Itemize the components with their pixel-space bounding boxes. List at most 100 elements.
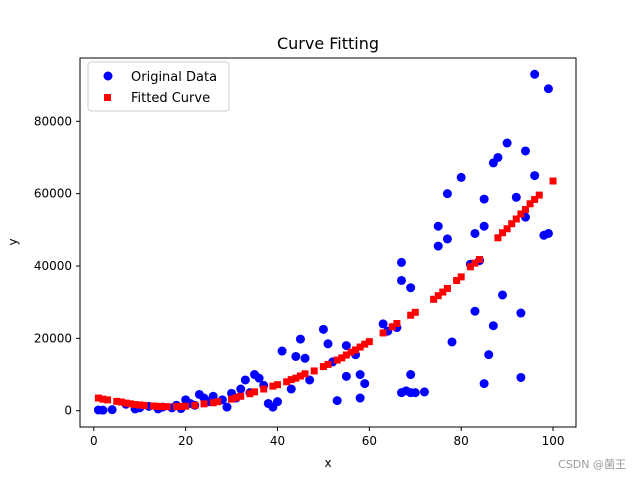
data-point-original	[470, 228, 480, 238]
data-point-fitted	[508, 220, 516, 228]
legend-label-original-data: Original Data	[131, 70, 217, 85]
x-tick-label: 40	[270, 434, 285, 448]
data-point-original	[488, 321, 498, 331]
data-point-original	[341, 371, 351, 381]
data-point-fitted	[393, 320, 401, 328]
data-point-original	[406, 283, 416, 293]
data-point-fitted	[232, 394, 240, 402]
data-point-fitted	[177, 402, 185, 410]
data-point-fitted	[365, 338, 373, 346]
data-point-original	[502, 138, 512, 148]
data-point-original	[222, 402, 232, 412]
plot-area	[79, 57, 577, 428]
data-point-fitted	[246, 390, 254, 398]
data-point-original	[355, 370, 365, 380]
data-point-fitted	[526, 200, 534, 208]
data-point-fitted	[535, 191, 543, 199]
legend-box	[87, 61, 230, 112]
data-point-fitted	[356, 343, 364, 351]
data-point-fitted	[131, 401, 139, 409]
data-point-fitted	[117, 398, 125, 406]
x-axis: 0 20 40 60 80 100	[90, 427, 564, 448]
data-point-original	[442, 234, 452, 244]
y-tick-label: 0	[64, 404, 72, 418]
x-tick-label: 60	[362, 434, 377, 448]
data-point-fitted	[251, 388, 259, 396]
data-point-fitted	[292, 374, 300, 382]
data-point-fitted	[237, 392, 245, 400]
data-point-original	[240, 375, 250, 385]
data-point-fitted	[260, 385, 268, 393]
legend-marker-fitted-curve	[104, 94, 111, 101]
data-point-fitted	[466, 263, 474, 271]
data-point-original	[516, 308, 526, 318]
data-point-fitted	[319, 363, 327, 371]
data-point-fitted	[296, 372, 304, 380]
data-point-fitted	[136, 401, 144, 409]
data-point-original	[493, 152, 503, 162]
data-point-fitted	[287, 376, 295, 384]
data-point-original	[498, 290, 508, 300]
data-point-fitted	[439, 288, 447, 296]
y-tick-label: 60000	[34, 187, 72, 201]
data-point-original	[520, 146, 530, 156]
data-point-fitted	[388, 323, 396, 331]
data-point-fitted	[361, 340, 369, 348]
x-axis-label: x	[324, 456, 331, 470]
data-point-fitted	[154, 402, 162, 410]
data-point-fitted	[191, 401, 199, 409]
data-point-original	[323, 339, 333, 349]
x-tick-label: 20	[178, 434, 193, 448]
y-axis-label: y	[6, 238, 20, 245]
data-point-fitted	[512, 215, 520, 223]
data-point-original	[305, 375, 315, 385]
data-point-original	[456, 172, 466, 182]
x-tick-label: 0	[90, 434, 98, 448]
data-point-original	[396, 257, 406, 267]
data-point-original	[291, 351, 301, 361]
data-point-fitted	[443, 284, 451, 292]
data-point-original	[410, 388, 420, 398]
data-point-original	[543, 228, 553, 238]
data-point-fitted	[99, 395, 107, 403]
data-point-fitted	[471, 259, 479, 267]
data-point-original	[479, 194, 489, 204]
data-point-fitted	[503, 225, 511, 233]
data-point-fitted	[283, 378, 291, 386]
data-point-fitted	[310, 367, 318, 375]
data-point-original	[433, 221, 443, 231]
data-point-fitted	[149, 402, 157, 410]
data-point-original	[355, 393, 365, 403]
legend-marker-original-data	[103, 71, 113, 81]
data-point-fitted	[273, 381, 281, 389]
data-point-original	[295, 334, 305, 344]
data-point-fitted	[159, 403, 167, 411]
data-point-fitted	[342, 351, 350, 359]
data-point-original	[277, 346, 287, 356]
data-point-original	[479, 379, 489, 389]
legend-label-fitted-curve: Fitted Curve	[131, 91, 210, 106]
data-point-fitted	[228, 395, 236, 403]
data-point-fitted	[324, 360, 332, 368]
data-point-fitted	[457, 273, 465, 281]
data-point-fitted	[172, 403, 180, 411]
data-point-original	[360, 379, 370, 389]
y-tick-label: 80000	[34, 114, 72, 128]
data-point-original	[396, 275, 406, 285]
data-point-original	[236, 384, 246, 394]
data-point-fitted	[333, 356, 341, 364]
data-point-original	[447, 337, 457, 347]
data-point-original	[484, 350, 494, 360]
data-point-fitted	[182, 402, 190, 410]
data-point-original	[419, 387, 429, 397]
data-point-fitted	[94, 394, 102, 402]
data-point-original	[107, 405, 117, 415]
data-point-original	[511, 192, 521, 202]
data-point-fitted	[379, 329, 387, 337]
data-point-fitted	[163, 403, 171, 411]
data-point-original	[286, 384, 296, 394]
data-point-fitted	[494, 234, 502, 242]
y-tick-label: 40000	[34, 259, 72, 273]
data-point-original	[98, 405, 108, 415]
data-point-original	[433, 241, 443, 251]
